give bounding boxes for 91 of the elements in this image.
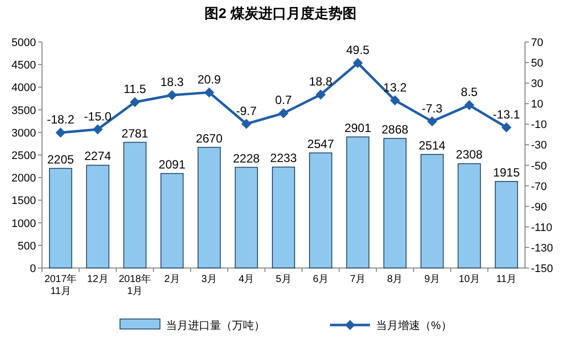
point bbox=[427, 116, 438, 126]
point bbox=[352, 58, 363, 68]
data-label: 2514 bbox=[418, 138, 446, 152]
data-label: -18.2 bbox=[46, 112, 75, 127]
x-tick-label: 7月 bbox=[350, 274, 366, 285]
data-label: -9.7 bbox=[236, 104, 258, 118]
point bbox=[464, 100, 474, 110]
point bbox=[167, 90, 178, 100]
y2-tick-label: 30 bbox=[531, 78, 544, 90]
data-label: 2670 bbox=[196, 131, 223, 146]
chart-title: 图2 煤炭进口月度走势图 bbox=[204, 5, 356, 21]
x-tick-label: 2018年 1月 bbox=[118, 273, 152, 297]
x-tick-label: 3月 bbox=[201, 274, 217, 285]
point bbox=[92, 124, 103, 134]
data-label: -7.3 bbox=[422, 101, 443, 116]
data-label: 11.5 bbox=[124, 82, 146, 96]
data-label: 2901 bbox=[344, 120, 372, 135]
y2-tick-label: -70 bbox=[531, 180, 547, 193]
x-tick-label: 2017年 11月 bbox=[44, 273, 77, 297]
data-label: 2274 bbox=[84, 149, 112, 164]
bar bbox=[160, 173, 184, 268]
bar bbox=[309, 152, 332, 268]
data-label: 2205 bbox=[47, 152, 74, 166]
y2-tick-label: -50 bbox=[531, 160, 547, 172]
point bbox=[56, 128, 66, 138]
data-label: 18.3 bbox=[160, 75, 184, 90]
y-tick-label: 3000 bbox=[12, 127, 36, 140]
x-tick-label: 8月 bbox=[387, 274, 403, 285]
data-label: 13.2 bbox=[383, 80, 407, 94]
data-label: -13.1 bbox=[492, 107, 520, 122]
bar bbox=[123, 142, 146, 268]
y-tick-label: 1500 bbox=[12, 195, 36, 208]
y-tick-label: 3500 bbox=[12, 104, 36, 117]
y2-tick-label: -90 bbox=[531, 201, 547, 214]
x-tick-label: 9月 bbox=[424, 274, 440, 285]
y-tick-label: 500 bbox=[18, 240, 36, 252]
data-label: 0.7 bbox=[275, 93, 292, 108]
x-tick-label: 11月 bbox=[496, 274, 517, 285]
y-tick-label: 4500 bbox=[12, 60, 36, 72]
point bbox=[501, 122, 512, 132]
y-tick-label: 0 bbox=[30, 263, 36, 275]
y-tick-label: 2500 bbox=[12, 150, 36, 162]
point bbox=[130, 97, 140, 108]
legend-label: 当月进口量（万吨） bbox=[166, 319, 265, 332]
bar bbox=[494, 181, 518, 268]
data-label: 2233 bbox=[270, 151, 298, 166]
y2-tick-label: -30 bbox=[531, 140, 547, 152]
data-label: 1915 bbox=[493, 165, 520, 180]
data-label: 2308 bbox=[456, 148, 483, 162]
bar bbox=[86, 164, 110, 268]
data-label: 2228 bbox=[232, 151, 260, 166]
data-label: 18.8 bbox=[308, 74, 333, 89]
point bbox=[316, 90, 326, 100]
bar bbox=[272, 166, 296, 268]
x-tick-label: 12月 bbox=[87, 274, 108, 285]
data-label: -15.0 bbox=[84, 109, 112, 124]
bar bbox=[383, 138, 407, 268]
point bbox=[241, 118, 252, 129]
y-tick-label: 2000 bbox=[12, 172, 36, 185]
y2-tick-label: -130 bbox=[531, 242, 554, 254]
x-tick-label: 2月 bbox=[164, 274, 180, 285]
data-label: 2547 bbox=[307, 136, 334, 151]
x-tick-label: 6月 bbox=[312, 274, 328, 285]
data-label: 49.5 bbox=[346, 43, 370, 58]
y2-tick-label: -110 bbox=[531, 222, 552, 234]
bar bbox=[346, 136, 370, 268]
x-tick-label: 4月 bbox=[238, 274, 254, 285]
y2-tick-label: -150 bbox=[531, 263, 554, 275]
y-tick-label: 4000 bbox=[12, 82, 36, 94]
data-label: 2868 bbox=[382, 122, 409, 136]
data-label: 2091 bbox=[158, 157, 186, 172]
bar bbox=[458, 163, 481, 268]
y2-tick-label: 50 bbox=[531, 58, 544, 70]
point bbox=[390, 95, 400, 106]
y2-tick-label: -10 bbox=[531, 119, 547, 132]
legend-label: 当月增速（%） bbox=[376, 319, 452, 332]
point bbox=[278, 108, 288, 118]
point bbox=[204, 87, 214, 98]
x-tick-label: 10月 bbox=[458, 274, 480, 285]
x-tick-label: 5月 bbox=[276, 274, 292, 285]
bar bbox=[234, 166, 258, 268]
bar bbox=[420, 154, 444, 268]
data-label: 8.5 bbox=[460, 85, 478, 100]
y2-tick-label: 10 bbox=[531, 98, 544, 111]
bar bbox=[198, 146, 221, 268]
data-label: 2781 bbox=[122, 126, 149, 140]
data-label: 20.9 bbox=[198, 72, 222, 86]
y-tick-label: 1000 bbox=[12, 218, 36, 230]
y-tick-label: 5000 bbox=[12, 37, 36, 49]
bar bbox=[49, 168, 72, 268]
y2-tick-label: 70 bbox=[531, 37, 544, 49]
